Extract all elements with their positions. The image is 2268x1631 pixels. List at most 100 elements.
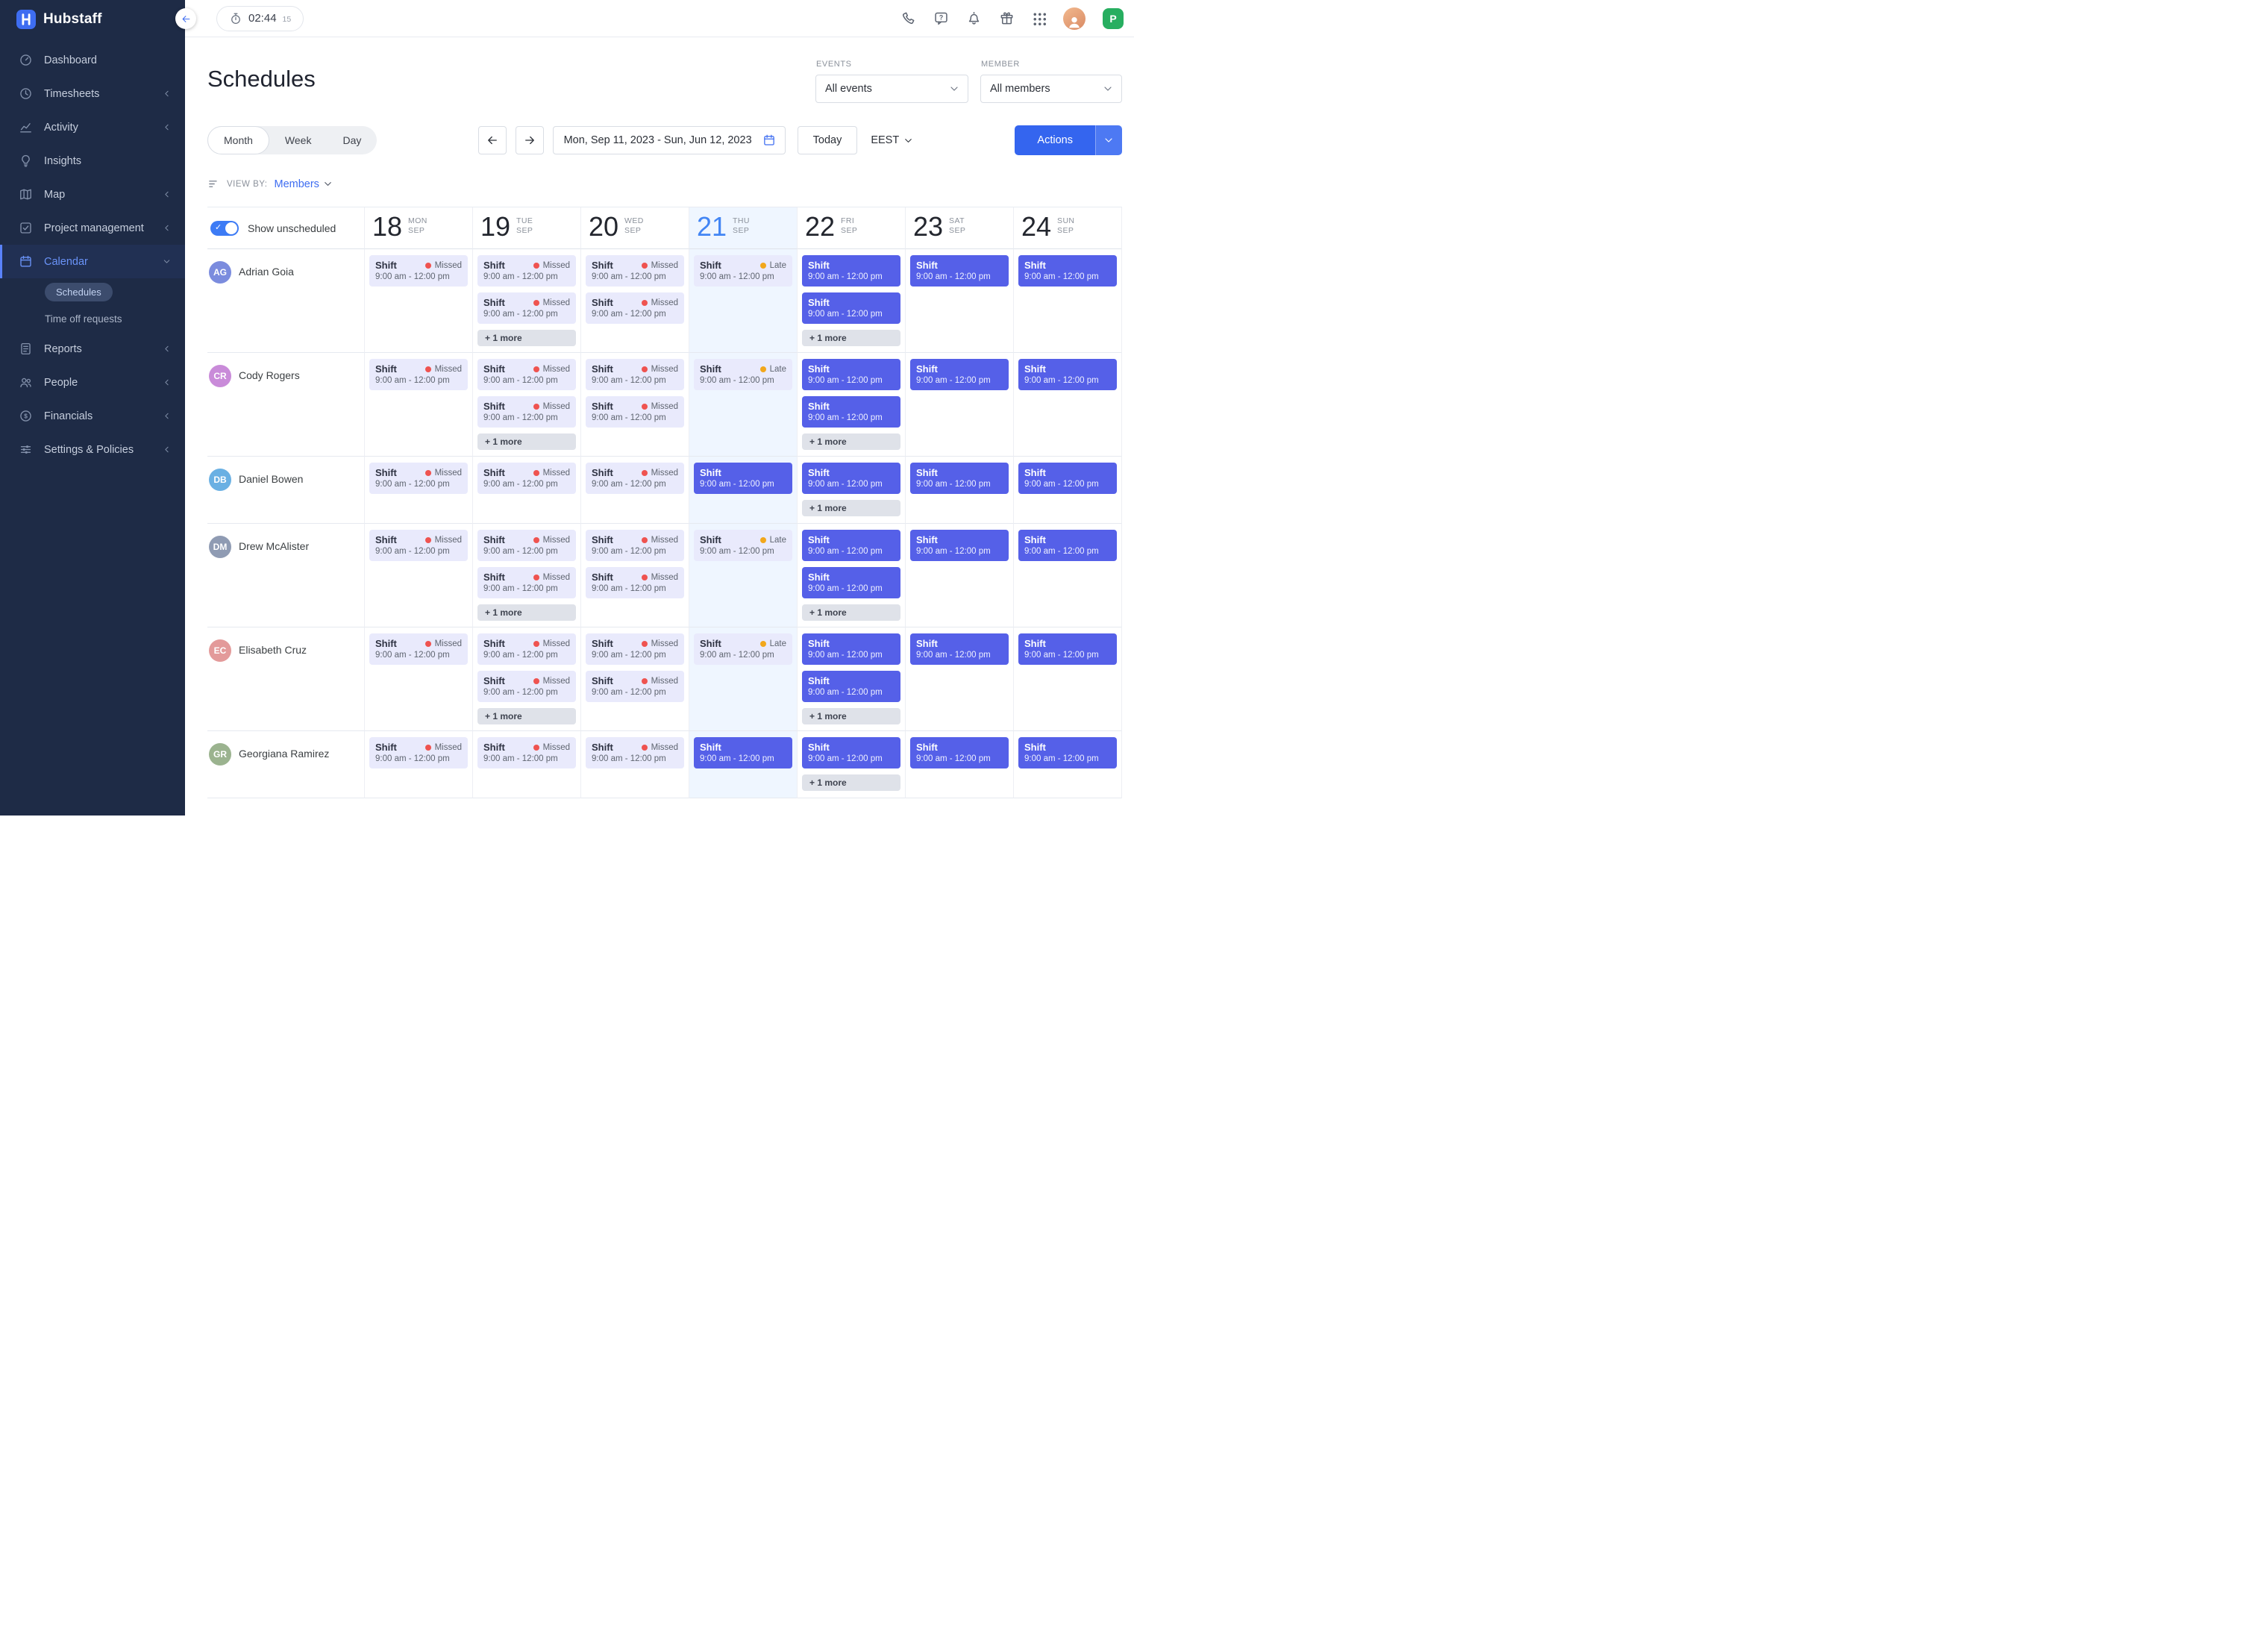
shift-chip[interactable]: Shift Late 9:00 am - 12:00 pm (694, 530, 792, 561)
schedule-cell[interactable]: Shift 9:00 am - 12:00 pm Shift 9:00 am - 12… (797, 353, 905, 457)
schedule-cell[interactable]: Shift 9:00 am - 12:00 pm (689, 731, 797, 798)
shift-chip[interactable]: Shift Missed 9:00 am - 12:00 pm (586, 530, 684, 561)
phone-icon[interactable] (900, 10, 916, 26)
shift-chip[interactable]: Shift 9:00 am - 12:00 pm (802, 633, 900, 665)
schedule-cell[interactable]: Shift Missed 9:00 am - 12:00 pm (472, 731, 580, 798)
shift-chip[interactable]: Shift 9:00 am - 12:00 pm (802, 396, 900, 428)
sidebar-item-timesheets[interactable]: Timesheets (0, 77, 185, 110)
more-shifts-chip[interactable]: + 1 more (802, 330, 900, 346)
shift-chip[interactable]: Shift Missed 9:00 am - 12:00 pm (369, 633, 468, 665)
schedule-cell[interactable]: Shift Missed 9:00 am - 12:00 pm (580, 457, 689, 524)
help-icon[interactable]: ? (933, 10, 949, 26)
chat-launcher-badge[interactable]: P (1103, 7, 1124, 29)
shift-chip[interactable]: Shift 9:00 am - 12:00 pm (1018, 737, 1117, 768)
more-shifts-chip[interactable]: + 1 more (802, 500, 900, 516)
actions-dropdown-button[interactable] (1094, 125, 1122, 155)
actions-button[interactable]: Actions (1015, 125, 1095, 155)
events-filter-select[interactable]: All events (815, 75, 968, 103)
shift-chip[interactable]: Shift Late 9:00 am - 12:00 pm (694, 359, 792, 390)
shift-chip[interactable]: Shift 9:00 am - 12:00 pm (1018, 463, 1117, 494)
shift-chip[interactable]: Shift Missed 9:00 am - 12:00 pm (369, 359, 468, 390)
shift-chip[interactable]: Shift 9:00 am - 12:00 pm (802, 567, 900, 598)
shift-chip[interactable]: Shift Missed 9:00 am - 12:00 pm (369, 737, 468, 768)
schedule-cell[interactable]: Shift Missed 9:00 am - 12:00 pm Shift Missed… (472, 353, 580, 457)
more-shifts-chip[interactable]: + 1 more (477, 330, 576, 346)
schedule-cell[interactable]: Shift Missed 9:00 am - 12:00 pm Shift Missed… (580, 249, 689, 353)
shift-chip[interactable]: Shift 9:00 am - 12:00 pm (1018, 255, 1117, 287)
shift-chip[interactable]: Shift Missed 9:00 am - 12:00 pm (477, 633, 576, 665)
brand[interactable]: Hubstaff (0, 0, 185, 39)
shift-chip[interactable]: Shift 9:00 am - 12:00 pm (910, 530, 1009, 561)
sidebar-item-activity[interactable]: Activity (0, 110, 185, 144)
schedule-cell[interactable]: Shift 9:00 am - 12:00 pm Shift 9:00 am - 12… (797, 249, 905, 353)
shift-chip[interactable]: Shift 9:00 am - 12:00 pm (694, 463, 792, 494)
sidebar-item-project-management[interactable]: Project management (0, 211, 185, 245)
timer-widget[interactable]: 02:44 15 (216, 5, 304, 31)
shift-chip[interactable]: Shift 9:00 am - 12:00 pm (910, 463, 1009, 494)
shift-chip[interactable]: Shift 9:00 am - 12:00 pm (694, 737, 792, 768)
shift-chip[interactable]: Shift 9:00 am - 12:00 pm (1018, 633, 1117, 665)
schedule-cell[interactable]: Shift 9:00 am - 12:00 pm (1013, 249, 1121, 353)
shift-chip[interactable]: Shift Missed 9:00 am - 12:00 pm (369, 255, 468, 287)
sidebar-item-time-off-requests[interactable]: Time off requests (0, 305, 185, 332)
more-shifts-chip[interactable]: + 1 more (802, 774, 900, 791)
shift-chip[interactable]: Shift Missed 9:00 am - 12:00 pm (586, 633, 684, 665)
schedule-cell[interactable]: Shift Missed 9:00 am - 12:00 pm Shift Missed… (472, 249, 580, 353)
shift-chip[interactable]: Shift Missed 9:00 am - 12:00 pm (477, 671, 576, 702)
schedule-cell[interactable]: Shift Missed 9:00 am - 12:00 pm (580, 731, 689, 798)
shift-chip[interactable]: Shift Late 9:00 am - 12:00 pm (694, 255, 792, 287)
schedule-cell[interactable]: Shift Missed 9:00 am - 12:00 pm (364, 353, 472, 457)
shift-chip[interactable]: Shift Missed 9:00 am - 12:00 pm (586, 567, 684, 598)
schedule-cell[interactable]: Shift Missed 9:00 am - 12:00 pm Shift Missed… (580, 524, 689, 627)
shift-chip[interactable]: Shift 9:00 am - 12:00 pm (910, 255, 1009, 287)
shift-chip[interactable]: Shift Missed 9:00 am - 12:00 pm (477, 359, 576, 390)
member-filter-select[interactable]: All members (980, 75, 1122, 103)
more-shifts-chip[interactable]: + 1 more (477, 604, 576, 621)
schedule-cell[interactable]: Shift Late 9:00 am - 12:00 pm (689, 249, 797, 353)
schedule-cell[interactable]: Shift Missed 9:00 am - 12:00 pm Shift Missed… (472, 524, 580, 627)
more-shifts-chip[interactable]: + 1 more (477, 433, 576, 450)
schedule-cell[interactable]: Shift Missed 9:00 am - 12:00 pm Shift Missed… (580, 353, 689, 457)
shift-chip[interactable]: Shift 9:00 am - 12:00 pm (1018, 359, 1117, 390)
schedule-cell[interactable]: Shift 9:00 am - 12:00 pm Shift 9:00 am - 12… (797, 627, 905, 731)
schedule-cell[interactable]: Shift 9:00 am - 12:00 pm (905, 731, 1013, 798)
shift-chip[interactable]: Shift 9:00 am - 12:00 pm (802, 292, 900, 324)
sidebar-item-reports[interactable]: Reports (0, 332, 185, 366)
schedule-cell[interactable]: Shift Late 9:00 am - 12:00 pm (689, 627, 797, 731)
shift-chip[interactable]: Shift 9:00 am - 12:00 pm (802, 737, 900, 768)
shift-chip[interactable]: Shift 9:00 am - 12:00 pm (802, 671, 900, 702)
user-avatar[interactable] (1063, 7, 1086, 30)
more-shifts-chip[interactable]: + 1 more (802, 708, 900, 724)
shift-chip[interactable]: Shift Late 9:00 am - 12:00 pm (694, 633, 792, 665)
schedule-cell[interactable]: Shift 9:00 am - 12:00 pm (905, 457, 1013, 524)
schedule-cell[interactable]: Shift Late 9:00 am - 12:00 pm (689, 524, 797, 627)
sidebar-item-financials[interactable]: $ Financials (0, 399, 185, 433)
shift-chip[interactable]: Shift 9:00 am - 12:00 pm (802, 359, 900, 390)
sidebar-item-schedules[interactable]: Schedules (0, 278, 185, 305)
gift-icon[interactable] (999, 10, 1015, 26)
sidebar-item-people[interactable]: People (0, 366, 185, 399)
apps-grid-icon[interactable] (1032, 11, 1046, 25)
sidebar-item-settings-policies[interactable]: Settings & Policies (0, 433, 185, 466)
schedule-cell[interactable]: Shift Missed 9:00 am - 12:00 pm (472, 457, 580, 524)
sidebar-item-map[interactable]: Map (0, 178, 185, 211)
view-tab-week[interactable]: Week (269, 126, 328, 154)
schedule-cell[interactable]: Shift 9:00 am - 12:00 pm (1013, 627, 1121, 731)
shift-chip[interactable]: Shift Missed 9:00 am - 12:00 pm (369, 463, 468, 494)
prev-period-button[interactable] (477, 126, 507, 154)
shift-chip[interactable]: Shift Missed 9:00 am - 12:00 pm (477, 567, 576, 598)
sidebar-item-dashboard[interactable]: Dashboard (0, 43, 185, 77)
schedule-cell[interactable]: Shift 9:00 am - 12:00 pm (905, 627, 1013, 731)
shift-chip[interactable]: Shift Missed 9:00 am - 12:00 pm (369, 530, 468, 561)
shift-chip[interactable]: Shift 9:00 am - 12:00 pm (802, 463, 900, 494)
schedule-cell[interactable]: Shift Missed 9:00 am - 12:00 pm (364, 731, 472, 798)
date-range-picker[interactable]: Mon, Sep 11, 2023 - Sun, Jun 12, 2023 (552, 126, 786, 154)
schedule-cell[interactable]: Shift 9:00 am - 12:00 pm (905, 353, 1013, 457)
notifications-icon[interactable] (966, 10, 982, 26)
schedule-cell[interactable]: Shift 9:00 am - 12:00 pm (1013, 731, 1121, 798)
shift-chip[interactable]: Shift 9:00 am - 12:00 pm (910, 737, 1009, 768)
view-by-select[interactable]: Members (275, 178, 333, 190)
shift-chip[interactable]: Shift Missed 9:00 am - 12:00 pm (477, 463, 576, 494)
schedule-cell[interactable]: Shift Missed 9:00 am - 12:00 pm (364, 457, 472, 524)
more-shifts-chip[interactable]: + 1 more (477, 708, 576, 724)
